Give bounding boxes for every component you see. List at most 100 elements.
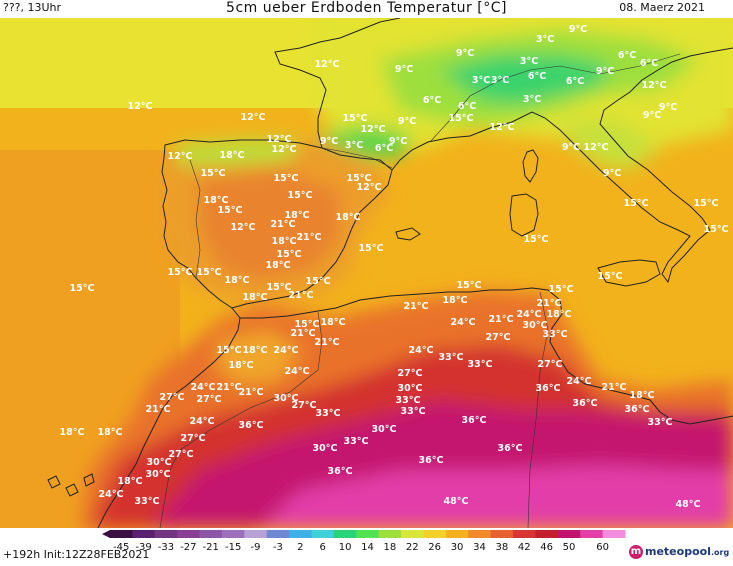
alpine-borders <box>429 53 681 143</box>
temperature-label: 24°C <box>567 376 592 387</box>
logo-tld: .org <box>710 548 730 557</box>
init-time-label: +192h Init:12Z28FEB2021 <box>3 548 150 561</box>
legend-tick-label: 14 <box>361 542 374 553</box>
temperature-label: 12°C <box>128 101 153 112</box>
temperature-field <box>80 18 733 528</box>
temperature-label: 21°C <box>289 290 314 301</box>
iberia-warm-core <box>200 170 340 280</box>
corsica-coastline <box>522 149 539 183</box>
temperature-label: 18°C <box>98 427 123 438</box>
legend-swatch <box>266 530 290 538</box>
meteopool-logo[interactable]: m meteopool.org <box>629 545 729 559</box>
temperature-label: 12°C <box>357 182 382 193</box>
temperature-label: 18°C <box>630 390 655 401</box>
legend-swatch <box>289 530 313 538</box>
mediterranean-north-coastline <box>391 47 733 284</box>
legend-tick-label: -3 <box>273 542 283 553</box>
temperature-label: 12°C <box>241 112 266 123</box>
canary-islands <box>47 473 95 497</box>
temperature-label: 30°C <box>274 393 299 404</box>
legend-swatch <box>333 530 357 538</box>
legend-tick-label: -15 <box>225 542 241 553</box>
temperature-label: 6°C <box>423 95 441 106</box>
temperature-label: 27°C <box>181 433 206 444</box>
legend-tick-label: 46 <box>540 542 553 553</box>
temperature-label: 9°C <box>596 66 614 77</box>
temperature-label: 9°C <box>643 110 661 121</box>
balearic-coastline <box>395 227 421 241</box>
temperature-label: 18°C <box>336 212 361 223</box>
temperature-label: 12°C <box>267 134 292 145</box>
legend-tick-label: 10 <box>339 542 352 553</box>
legend-swatch <box>356 530 380 538</box>
temperature-label: 18°C <box>118 476 143 487</box>
temperature-label: 30°C <box>523 320 548 331</box>
legend-tick-label: -39 <box>135 542 151 553</box>
temperature-label: 21°C <box>315 337 340 348</box>
temperature-label: 21°C <box>239 387 264 398</box>
temperature-label: 21°C <box>217 382 242 393</box>
legend-swatch <box>423 530 447 538</box>
temperature-label: 6°C <box>618 50 636 61</box>
temperature-label: 12°C <box>490 122 515 133</box>
temperature-label: 27°C <box>398 368 423 379</box>
legend-swatch <box>602 530 626 538</box>
legend-ticks: -45 -39 -33 -27 -21 -15 -9 -3 2 6 10 14 18 22 26 30 34 38… <box>113 542 609 553</box>
temperature-label: 6°C <box>566 76 584 87</box>
temperature-label: 18°C <box>243 292 268 303</box>
temperature-label: 15°C <box>218 205 243 216</box>
temperature-label: 36°C <box>419 455 444 466</box>
temperature-label: 15°C <box>549 284 574 295</box>
temperature-label: 12°C <box>642 80 667 91</box>
morocco-algeria-border <box>159 311 323 528</box>
temperature-label: 15°C <box>288 190 313 201</box>
iberia-north-cool <box>175 140 300 165</box>
legend-swatch <box>535 530 559 538</box>
temperature-label: 15°C <box>598 271 623 282</box>
temperature-label: 33°C <box>396 395 421 406</box>
sardinia-coastline <box>509 193 539 237</box>
legend-swatch <box>221 530 245 538</box>
legend-arrow <box>102 530 110 538</box>
legend-swatch <box>154 530 178 538</box>
temperature-label: 24°C <box>451 317 476 328</box>
legend-swatch <box>445 530 469 538</box>
legend-swatch <box>468 530 492 538</box>
temperature-label: 3°C <box>491 75 509 86</box>
temperature-label: 15°C <box>347 173 372 184</box>
temperature-label: 15°C <box>168 267 193 278</box>
temperature-label: 9°C <box>659 102 677 113</box>
temperature-label: 33°C <box>135 496 160 507</box>
legend-swatch <box>110 530 133 538</box>
temperature-label: 3°C <box>520 56 538 67</box>
temperature-label: 12°C <box>584 142 609 153</box>
temperature-label: 30°C <box>147 457 172 468</box>
temperature-label: 21°C <box>291 328 316 339</box>
temperature-label: 36°C <box>625 404 650 415</box>
temperature-label: 12°C <box>231 222 256 233</box>
temperature-label: 18°C <box>220 150 245 161</box>
temperature-label: 9°C <box>395 64 413 75</box>
temperature-label: 24°C <box>99 489 124 500</box>
temperature-label: 15°C <box>295 319 320 330</box>
temperature-label: 36°C <box>498 443 523 454</box>
legend-swatch <box>513 530 536 538</box>
coastlines <box>47 18 733 528</box>
temperature-label: 15°C <box>306 276 331 287</box>
france-coastline <box>274 18 401 149</box>
legend-tick-label: -27 <box>180 542 196 553</box>
legend-tick-label: 18 <box>384 542 397 553</box>
logo-icon: m <box>629 545 643 559</box>
temperature-label: 21°C <box>489 314 514 325</box>
legend-tick-label: 26 <box>428 542 441 553</box>
temperature-label: 48°C <box>676 499 701 510</box>
legend-swatch <box>199 530 223 538</box>
legend-swatch <box>580 530 604 538</box>
legend-tick-label: -21 <box>203 542 219 553</box>
temperature-label: 24°C <box>285 366 310 377</box>
temperature-label: 33°C <box>316 408 341 419</box>
temperature-label: 15°C <box>267 282 292 293</box>
temperature-label: 9°C <box>389 136 407 147</box>
temperature-label: 24°C <box>274 345 299 356</box>
temperature-label: 21°C <box>537 298 562 309</box>
